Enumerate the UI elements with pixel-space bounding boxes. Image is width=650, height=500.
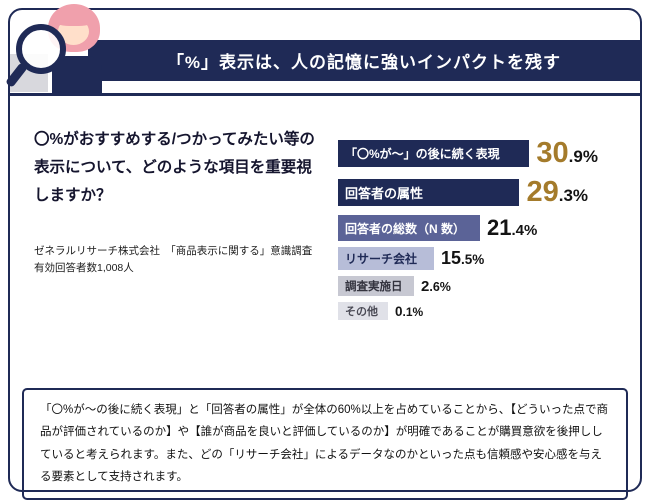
bar-value-dec: .6% xyxy=(429,279,451,294)
summary-text: 「〇%が～の後に続く表現」と「回答者の属性」が全体の60%以上を占めていることか… xyxy=(40,404,608,484)
magnifier-person-illustration xyxy=(4,4,102,94)
bar: その他 xyxy=(338,302,388,320)
summary-box: 「〇%が～の後に続く表現」と「回答者の属性」が全体の60%以上を占めていることか… xyxy=(22,388,628,500)
bar-label: リサーチ会社 xyxy=(345,252,418,266)
page-title: 「%」表示は、人の記憶に強いインパクトを残す xyxy=(166,53,562,72)
survey-source-note: ゼネラルリサーチ株式会社 「商品表示に関する」意識調査有効回答者数1,008人 xyxy=(34,245,313,275)
bar: リサーチ会社 xyxy=(338,247,434,270)
bar-label: 回答者の総数（N 数） xyxy=(345,221,466,236)
bar-label: その他 xyxy=(345,306,378,318)
bar-value: 30.9% xyxy=(536,137,598,170)
survey-question: 〇%がおすすめする/つかってみたい等の表示について、どのような項目を重要視します… xyxy=(34,131,315,204)
bar-row: 回答者の属性 29.3% xyxy=(338,176,638,209)
bar-value-dec: .4% xyxy=(511,222,538,239)
person-hair-front xyxy=(52,10,96,26)
bar-value: 15.5% xyxy=(441,248,484,269)
bar: 「〇%が～」の後に続く表現 xyxy=(338,140,530,167)
bar-row: 回答者の総数（N 数） 21.4% xyxy=(338,215,638,241)
bar-value: 0.1% xyxy=(395,304,423,319)
bar-value-int: 15 xyxy=(441,248,462,268)
bar-value-int: 0 xyxy=(395,303,403,319)
bar-value-int: 29 xyxy=(526,176,559,208)
bar-value-int: 21 xyxy=(487,215,512,240)
bar-value-dec: .1% xyxy=(402,304,424,319)
bar-row: その他 0.1% xyxy=(338,302,638,320)
bar-value-dec: .9% xyxy=(568,147,598,166)
bar-label: 「〇%が～」の後に続く表現 xyxy=(345,147,500,161)
bar-row: 「〇%が～」の後に続く表現 30.9% xyxy=(338,137,638,170)
bar-row: 調査実施日 2.6% xyxy=(338,276,638,296)
bar-row: リサーチ会社 15.5% xyxy=(338,247,638,270)
bar-label: 調査実施日 xyxy=(345,281,403,293)
outer-border-frame xyxy=(8,8,642,492)
bar-value: 21.4% xyxy=(487,215,537,241)
bar-value-dec: .5% xyxy=(461,252,485,267)
magnifier-lens-icon xyxy=(16,24,66,74)
bar: 回答者の総数（N 数） xyxy=(338,215,480,241)
bar-label: 回答者の属性 xyxy=(345,186,424,201)
bar-value-dec: .3% xyxy=(558,186,589,205)
bar: 回答者の属性 xyxy=(338,179,520,206)
bar-value-int: 2 xyxy=(421,277,430,295)
header-banner: 「%」表示は、人の記憶に強いインパクトを残す xyxy=(88,40,640,81)
header-divider xyxy=(10,93,640,96)
bar: 調査実施日 xyxy=(338,276,414,296)
bar-value: 2.6% xyxy=(421,278,451,295)
bar-value-int: 30 xyxy=(536,137,569,169)
bar-value: 29.3% xyxy=(526,176,588,209)
bar-chart: 「〇%が～」の後に続く表現 30.9% 回答者の属性 29.3% 回答者の総数（… xyxy=(338,137,638,326)
